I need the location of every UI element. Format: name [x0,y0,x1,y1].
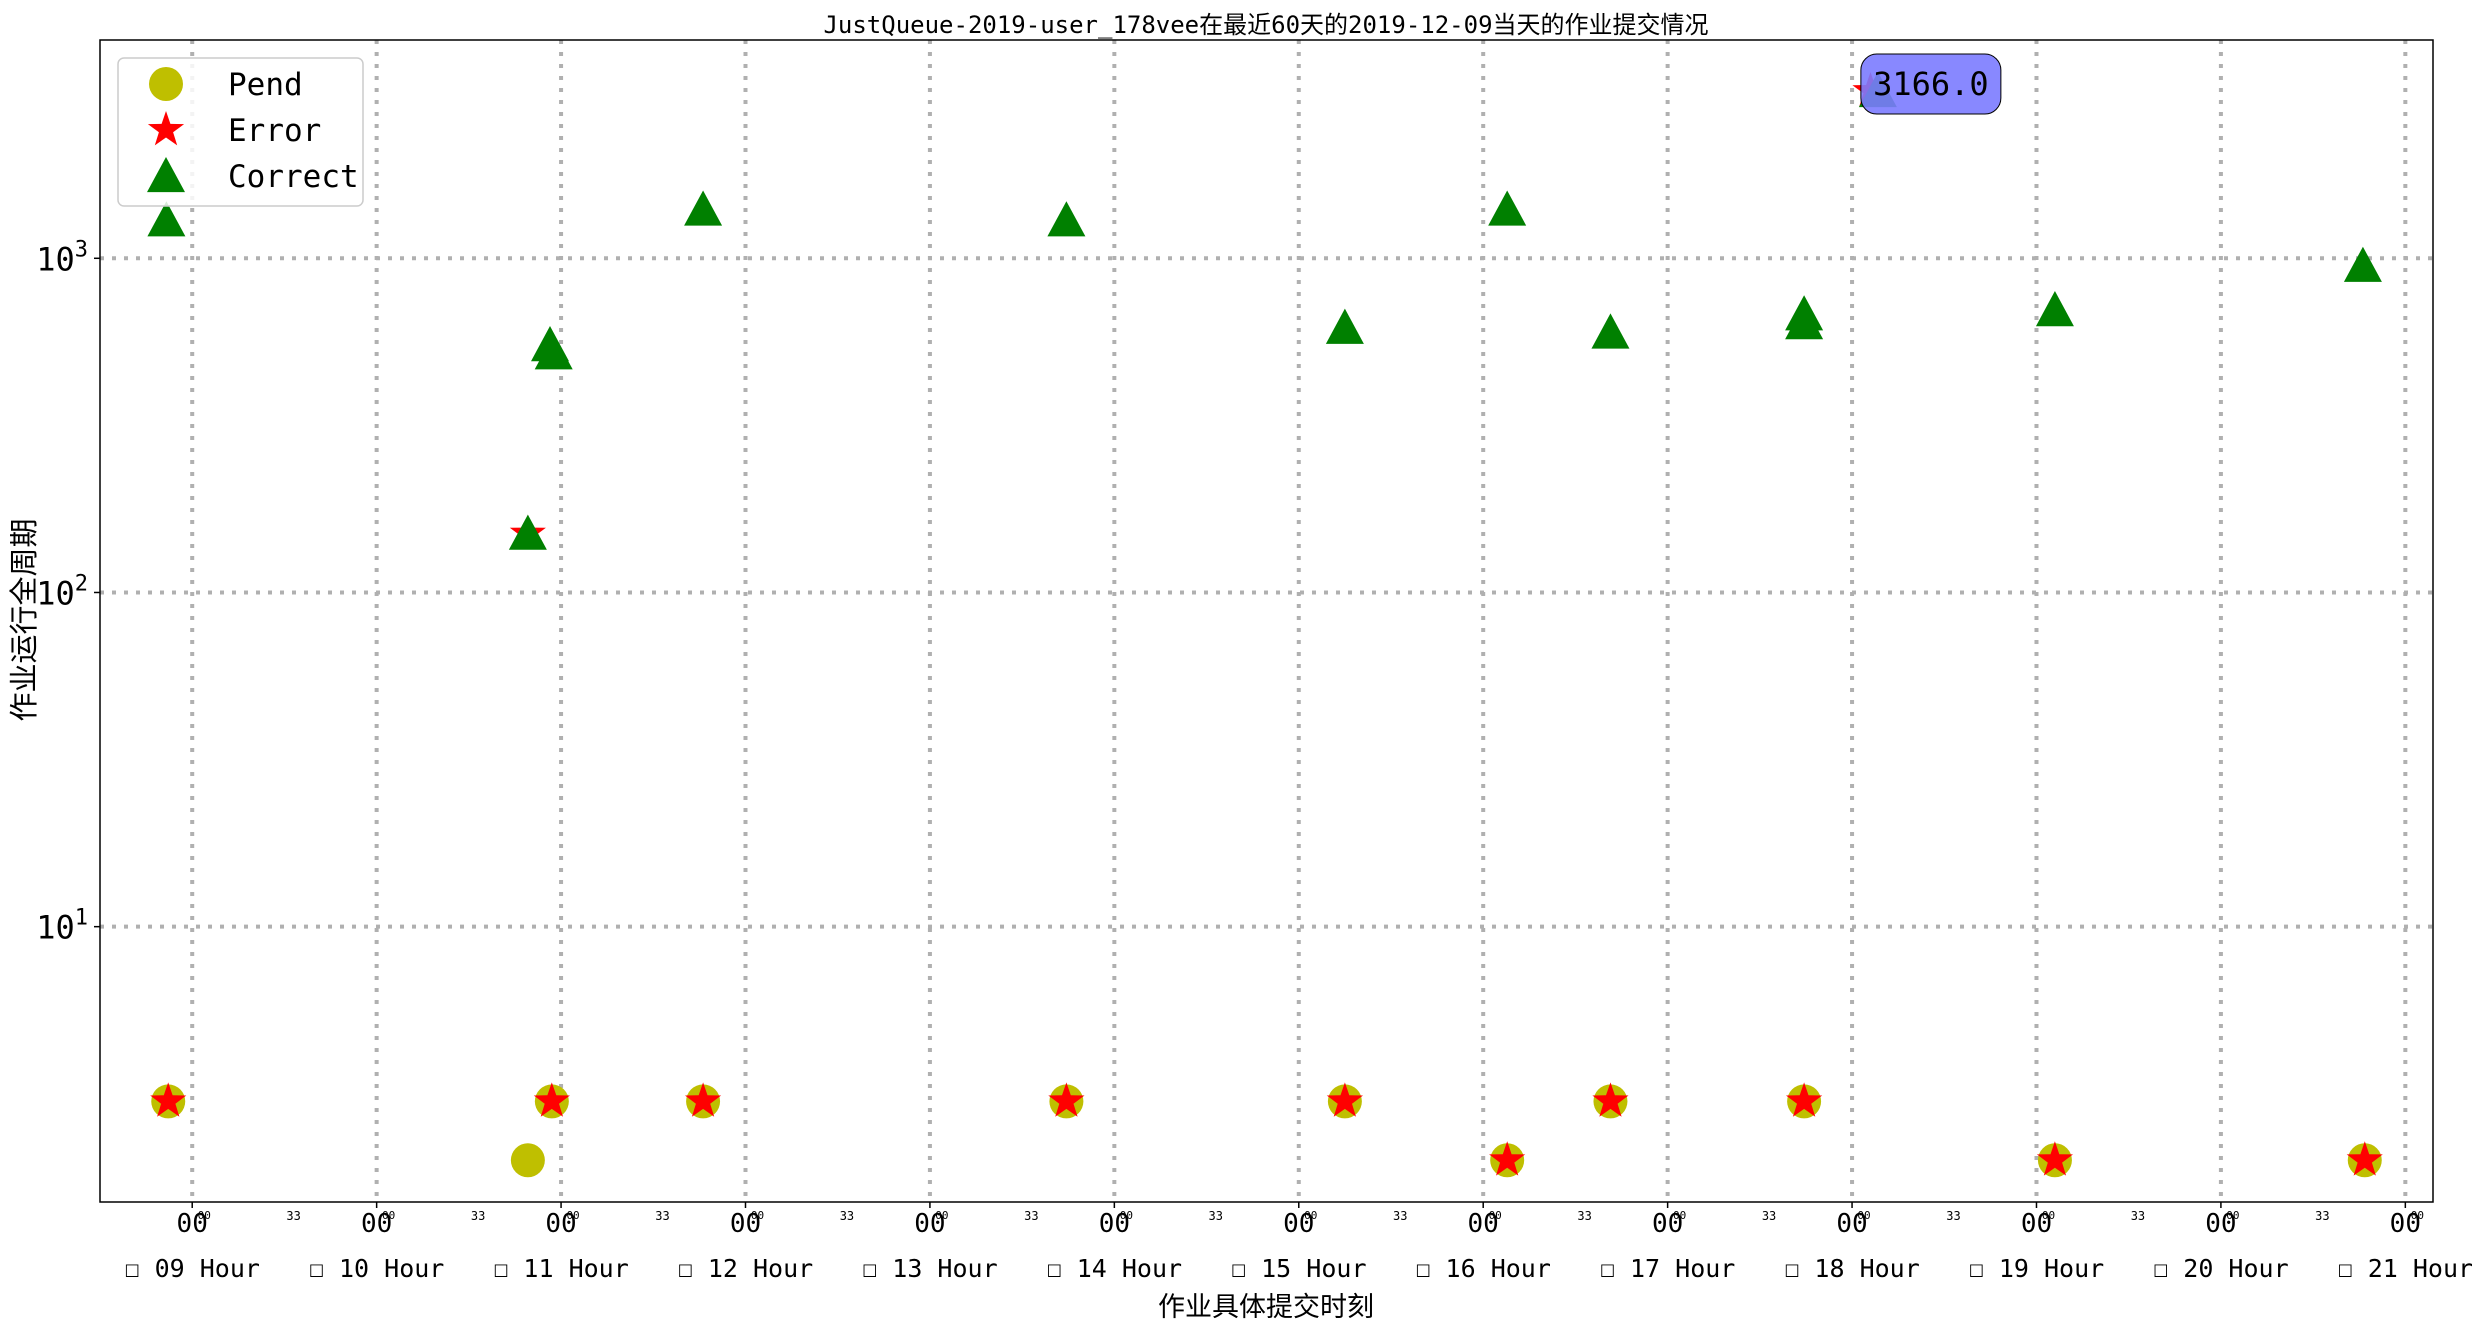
x-minor-tick-label: 33 [2131,1209,2145,1223]
legend-error-marker [147,111,185,146]
x-minor-tick-label: 33 [1393,1209,1407,1223]
grid-lines [100,40,2433,1202]
annotation-box [1860,53,2002,115]
correct-point [1047,201,1086,237]
x-hour-label: ☐ 10 Hour [309,1254,444,1283]
x-minor-small-label: 00 [935,1209,948,1222]
x-minor-small-label: 00 [1673,1209,1686,1222]
error-point [2036,1141,2073,1176]
x-hour-label: ☐ 18 Hour [1784,1254,1919,1283]
x-hour-label: ☐ 15 Hour [1231,1254,1366,1283]
x-tick-label: 00 [914,1209,945,1239]
correct-point [684,190,723,226]
correct-point [508,514,547,550]
x-minor-small-label: 00 [382,1209,395,1222]
x-minor-small-label: 00 [566,1209,579,1222]
annotation-text: 3166.0 [1873,65,1989,103]
legend-box [117,57,364,207]
error-point [1048,1082,1085,1117]
correct-point [1325,308,1364,344]
x-minor-tick-label: 33 [1024,1209,1038,1223]
x-minor-small-label: 00 [1489,1209,1502,1222]
plot-area-frame [99,39,2434,1203]
x-hour-label: ☐ 19 Hour [1969,1254,2104,1283]
x-tick-label: 00 [545,1209,576,1239]
correct-point [1785,295,1824,331]
x-minor-tick-label: 33 [655,1209,669,1223]
x-minor-tick-label: 33 [2315,1209,2329,1223]
pend-point [510,1143,545,1178]
x-minor-tick-label: 33 [471,1209,485,1223]
legend-error-label: Error [228,113,321,149]
x-minor-tick-label: 33 [1762,1209,1776,1223]
x-minor-tick-label: 33 [286,1209,300,1223]
correct-point [147,201,186,237]
error-point [2346,1141,2383,1176]
legend-correct-marker [147,157,185,193]
x-hour-label: ☐ 09 Hour [124,1254,259,1283]
x-hour-label: ☐ 20 Hour [2153,1254,2288,1283]
x-axis-ticks: 00 00 ☐ 09 Hour 00 00 ☐ 10 Hour 00 00 ☐ 11 Hour 0… [124,1202,2472,1283]
error-point [150,1082,187,1117]
x-tick-label: 00 [1468,1209,1499,1239]
correct-point [534,334,573,370]
value-annotation: 3166.0 [1860,53,2002,115]
x-hour-label: ☐ 16 Hour [1415,1254,1550,1283]
x-hour-label: ☐ 21 Hour [2338,1254,2472,1283]
error-point [685,1082,722,1117]
data-markers [147,72,2383,1178]
error-point [1489,1141,1526,1176]
legend-pend-marker [149,67,183,101]
x-tick-label: 00 [1099,1209,1130,1239]
y-axis-title: 作业运行全周期 [7,518,41,721]
x-minor-small-label: 00 [198,1209,211,1222]
x-tick-label: 00 [177,1209,208,1239]
x-tick-label: 00 [2205,1209,2236,1239]
correct-point [2343,246,2382,282]
correct-point [1488,190,1527,226]
x-minor-small-label: 00 [1120,1209,1133,1222]
x-minor-tick-label: 33 [1577,1209,1591,1223]
x-hour-label: ☐ 11 Hour [493,1254,628,1283]
x-tick-label: 00 [1283,1209,1314,1239]
x-tick-label: 00 [730,1209,761,1239]
x-hour-label: ☐ 14 Hour [1047,1254,1182,1283]
correct-point [2035,291,2074,327]
x-minor-small-label: 00 [2411,1209,2424,1222]
x-tick-label: 00 [1652,1209,1683,1239]
x-tick-label: 00 [2390,1209,2421,1239]
x-hour-label: ☐ 13 Hour [862,1254,997,1283]
x-tick-label: 00 [2021,1209,2052,1239]
x-minor-tick-label: 33 [840,1209,854,1223]
x-minor-tick-label: 33 [1209,1209,1223,1223]
error-point [533,1082,570,1117]
x-minor-small-label: 00 [1304,1209,1317,1222]
x-minor-tick-label: 33 [1946,1209,1960,1223]
legend-correct-label: Correct [228,159,359,195]
x-minor-small-label: 00 [2226,1209,2239,1222]
error-point [1786,1082,1823,1117]
x-minor-small-label: 00 [2042,1209,2055,1222]
x-axis-title: 作业具体提交时刻 [1158,1292,1374,1322]
chart-title: JustQueue-2019-user_178vee在最近60天的2019-12… [823,11,1708,39]
correct-point [1591,313,1630,349]
x-hour-label: ☐ 12 Hour [678,1254,813,1283]
x-tick-label: 00 [361,1209,392,1239]
x-minor-small-label: 00 [751,1209,764,1222]
error-point [1326,1082,1363,1117]
x-minor-small-label: 00 [1857,1209,1870,1222]
legend-pend-label: Pend [228,67,303,103]
x-tick-label: 00 [1836,1209,1867,1239]
error-point [1592,1082,1629,1117]
y-tick-label: 102 [36,571,88,612]
x-hour-label: ☐ 17 Hour [1600,1254,1735,1283]
legend: Pend Error Correct [117,57,364,207]
